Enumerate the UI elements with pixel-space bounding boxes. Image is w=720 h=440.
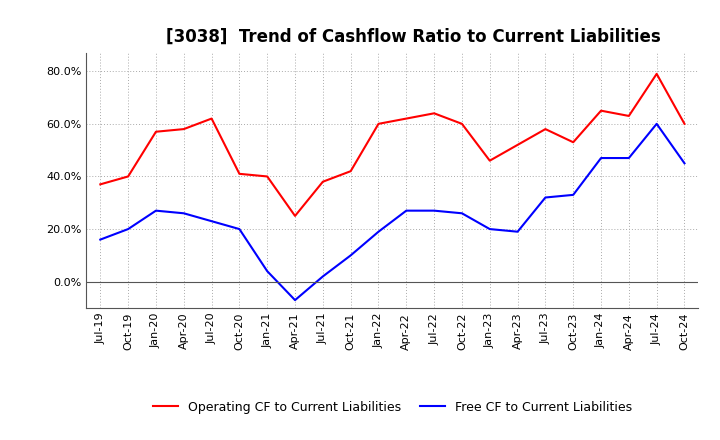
Free CF to Current Liabilities xyxy=(402,208,410,213)
Operating CF to Current Liabilities xyxy=(485,158,494,163)
Operating CF to Current Liabilities xyxy=(179,126,188,132)
Free CF to Current Liabilities xyxy=(291,297,300,303)
Operating CF to Current Liabilities xyxy=(318,179,327,184)
Operating CF to Current Liabilities xyxy=(374,121,383,126)
Operating CF to Current Liabilities xyxy=(624,114,633,119)
Legend: Operating CF to Current Liabilities, Free CF to Current Liabilities: Operating CF to Current Liabilities, Fre… xyxy=(148,396,637,419)
Operating CF to Current Liabilities xyxy=(96,182,104,187)
Free CF to Current Liabilities xyxy=(263,268,271,274)
Free CF to Current Liabilities xyxy=(541,195,550,200)
Operating CF to Current Liabilities xyxy=(569,139,577,145)
Operating CF to Current Liabilities xyxy=(124,174,132,179)
Free CF to Current Liabilities xyxy=(652,121,661,126)
Free CF to Current Liabilities xyxy=(124,227,132,232)
Line: Free CF to Current Liabilities: Free CF to Current Liabilities xyxy=(100,124,685,300)
Free CF to Current Liabilities xyxy=(569,192,577,198)
Free CF to Current Liabilities xyxy=(235,227,243,232)
Free CF to Current Liabilities xyxy=(624,155,633,161)
Operating CF to Current Liabilities xyxy=(235,171,243,176)
Free CF to Current Liabilities xyxy=(513,229,522,235)
Free CF to Current Liabilities xyxy=(374,229,383,235)
Free CF to Current Liabilities xyxy=(179,211,188,216)
Operating CF to Current Liabilities xyxy=(652,71,661,77)
Free CF to Current Liabilities xyxy=(152,208,161,213)
Operating CF to Current Liabilities xyxy=(263,174,271,179)
Operating CF to Current Liabilities xyxy=(207,116,216,121)
Free CF to Current Liabilities xyxy=(346,253,355,258)
Free CF to Current Liabilities xyxy=(458,211,467,216)
Operating CF to Current Liabilities xyxy=(458,121,467,126)
Free CF to Current Liabilities xyxy=(207,219,216,224)
Free CF to Current Liabilities xyxy=(430,208,438,213)
Operating CF to Current Liabilities xyxy=(513,142,522,147)
Operating CF to Current Liabilities xyxy=(541,126,550,132)
Free CF to Current Liabilities xyxy=(318,274,327,279)
Operating CF to Current Liabilities xyxy=(291,213,300,219)
Text: [3038]  Trend of Cashflow Ratio to Current Liabilities: [3038] Trend of Cashflow Ratio to Curren… xyxy=(166,28,661,46)
Operating CF to Current Liabilities xyxy=(152,129,161,134)
Operating CF to Current Liabilities xyxy=(346,169,355,174)
Operating CF to Current Liabilities xyxy=(402,116,410,121)
Free CF to Current Liabilities xyxy=(96,237,104,242)
Free CF to Current Liabilities xyxy=(597,155,606,161)
Free CF to Current Liabilities xyxy=(485,227,494,232)
Operating CF to Current Liabilities xyxy=(430,111,438,116)
Line: Operating CF to Current Liabilities: Operating CF to Current Liabilities xyxy=(100,74,685,216)
Operating CF to Current Liabilities xyxy=(597,108,606,114)
Operating CF to Current Liabilities xyxy=(680,121,689,126)
Free CF to Current Liabilities xyxy=(680,161,689,166)
